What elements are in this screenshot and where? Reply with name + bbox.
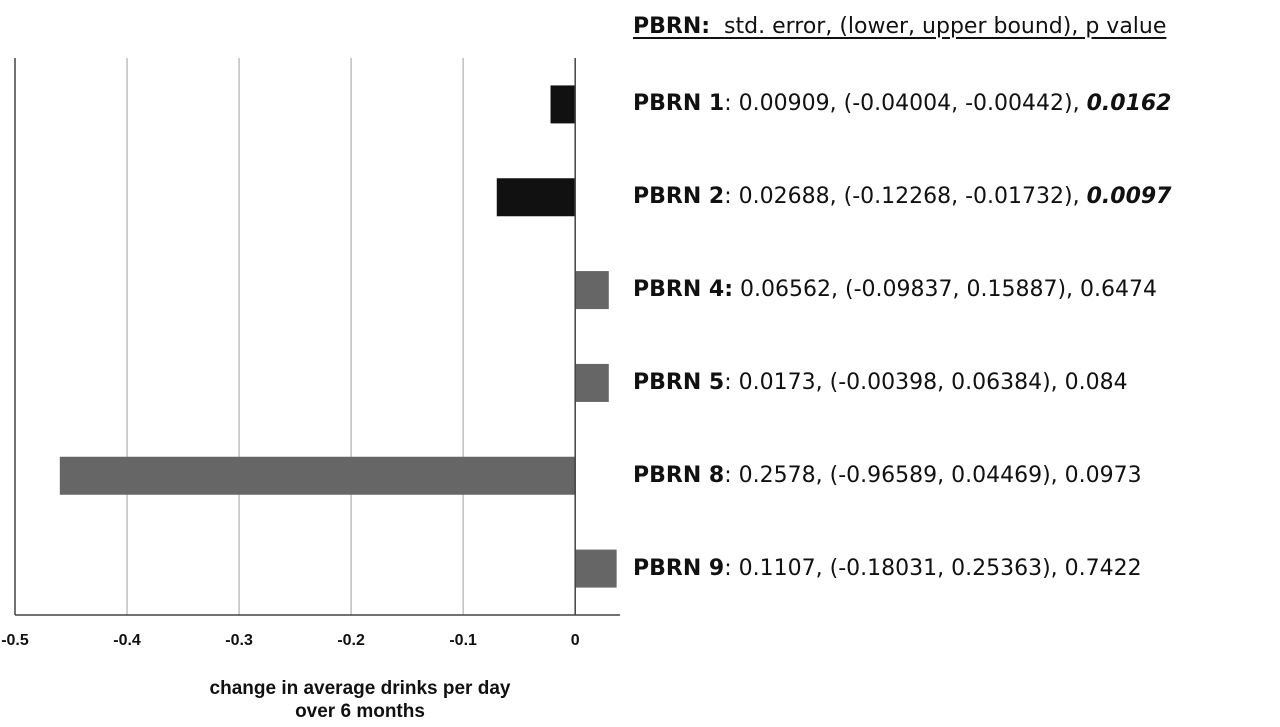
stat-comma: ,	[815, 369, 830, 395]
stat-comma: ,	[1072, 184, 1087, 210]
stat-separator: :	[724, 91, 739, 117]
stat-name: PBRN 5	[633, 369, 725, 395]
stat-ci: (-0.12268, -0.01732)	[843, 184, 1073, 210]
stats-header-text: std. error, (lower, upper bound), p valu…	[724, 14, 1167, 39]
x-tick-label: -0.3	[225, 632, 253, 649]
stat-p-value: 0.0097	[1086, 184, 1172, 210]
stat-separator: :	[724, 184, 739, 210]
stat-comma: ,	[829, 184, 844, 210]
stat-name: PBRN 8	[633, 462, 725, 488]
stat-name: PBRN 1	[633, 91, 725, 117]
stat-row: PBRN 9: 0.1107, (-0.18031, 0.25363), 0.7…	[633, 556, 1142, 582]
x-tick-label: -0.2	[337, 632, 365, 649]
bar-pbrn-1	[550, 85, 576, 124]
stat-p-value: 0.6474	[1080, 277, 1158, 303]
stat-p-value: 0.0162	[1086, 91, 1172, 117]
stat-name: PBRN 2	[633, 184, 725, 210]
stat-comma: ,	[1050, 555, 1065, 581]
bar-chart: -0.5 -0.4 -0.3 -0.2 -0.1 0	[1, 58, 620, 649]
stat-std-error: 0.06562	[740, 277, 831, 303]
x-axis-label: change in average drinks per day over 6 …	[100, 677, 620, 723]
stat-name: PBRN 9	[633, 555, 725, 581]
stat-separator	[733, 277, 740, 302]
stat-comma: ,	[815, 462, 830, 488]
stat-separator: :	[724, 369, 739, 395]
x-tick-label: -0.1	[449, 632, 477, 649]
x-tick-labels: -0.5 -0.4 -0.3 -0.2 -0.1 0	[1, 632, 580, 649]
stat-p-value: 0.084	[1064, 369, 1128, 395]
x-tick-label: -0.4	[113, 632, 141, 649]
stat-comma: ,	[1050, 369, 1065, 395]
bar-pbrn-4	[575, 271, 609, 310]
stat-p-value: 0.7422	[1064, 555, 1142, 581]
x-axis-label-line2: over 6 months	[295, 701, 425, 722]
x-tick-label: -0.5	[1, 632, 29, 649]
stat-row: PBRN 2: 0.02688, (-0.12268, -0.01732), 0…	[633, 184, 1172, 210]
stat-std-error: 0.00909	[738, 91, 830, 117]
stat-comma: ,	[1066, 277, 1081, 303]
stat-ci: (-0.18031, 0.25363)	[829, 555, 1051, 581]
stat-ci: (-0.96589, 0.04469)	[829, 462, 1051, 488]
stat-separator: :	[724, 555, 739, 581]
axes	[14, 58, 620, 616]
stat-row: PBRN 8: 0.2578, (-0.96589, 0.04469), 0.0…	[633, 463, 1142, 489]
stat-ci: (-0.00398, 0.06384)	[829, 369, 1051, 395]
stat-std-error: 0.0173	[738, 369, 816, 395]
bar-pbrn-5	[575, 363, 609, 402]
stat-row: PBRN 4: 0.06562, (-0.09837, 0.15887), 0.…	[633, 277, 1157, 303]
stat-std-error: 0.2578	[738, 462, 816, 488]
stat-comma: ,	[829, 91, 844, 117]
stat-comma: ,	[815, 555, 830, 581]
bar-pbrn-8	[59, 456, 576, 495]
bar-pbrn-9	[575, 549, 617, 588]
bar-pbrn-2	[496, 178, 576, 217]
stats-panel: PBRN: std. error, (lower, upper bound), …	[633, 0, 1273, 727]
stat-ci: (-0.04004, -0.00442)	[843, 91, 1073, 117]
x-axis-label-line1: change in average drinks per day	[209, 678, 511, 699]
stat-comma: ,	[1072, 91, 1087, 117]
stat-comma: ,	[1050, 462, 1065, 488]
stat-ci: (-0.09837, 0.15887)	[845, 277, 1067, 303]
stat-comma: ,	[831, 277, 845, 303]
x-tick-label: 0	[571, 632, 580, 649]
stats-header-bold: PBRN:	[633, 14, 711, 39]
stat-name: PBRN 4:	[633, 277, 734, 303]
bars	[59, 85, 617, 588]
stat-p-value: 0.0973	[1064, 462, 1142, 488]
stat-std-error: 0.02688	[738, 184, 830, 210]
stat-std-error: 0.1107	[738, 555, 816, 581]
stats-header: PBRN: std. error, (lower, upper bound), …	[633, 14, 1166, 39]
stat-separator: :	[724, 462, 739, 488]
gridlines	[126, 58, 576, 615]
stat-row: PBRN 5: 0.0173, (-0.00398, 0.06384), 0.0…	[633, 370, 1128, 396]
stat-row: PBRN 1: 0.00909, (-0.04004, -0.00442), 0…	[633, 91, 1172, 117]
